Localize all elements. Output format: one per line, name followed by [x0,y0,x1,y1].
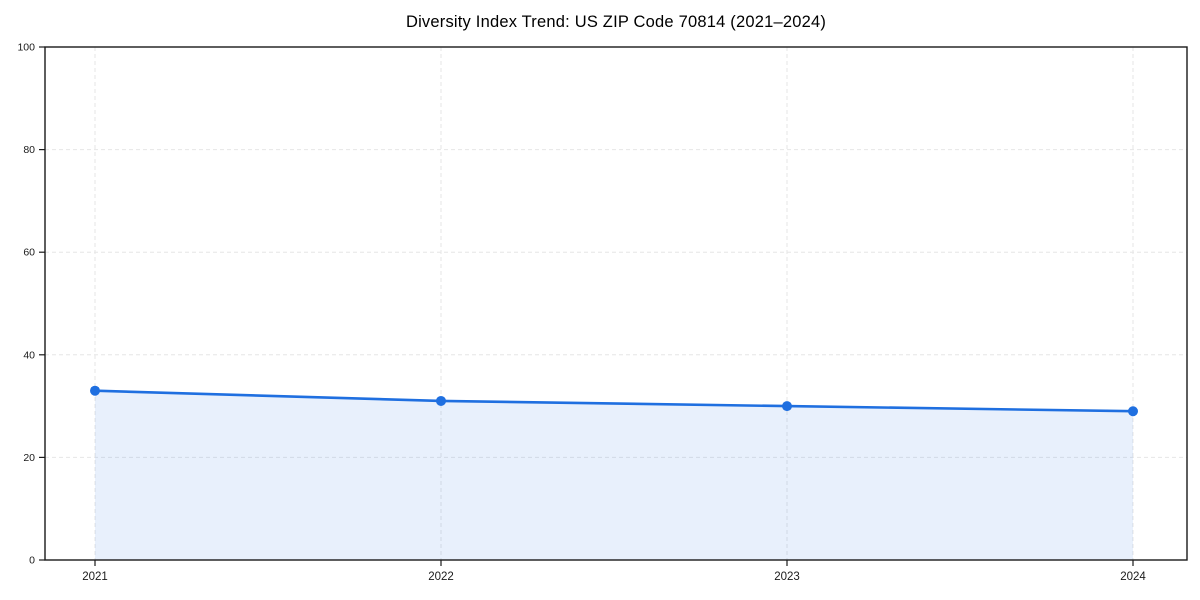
y-tick-label: 100 [17,42,35,54]
data-point-2024 [1128,406,1138,417]
y-tick-label: 20 [23,452,35,464]
plot-border [44,46,1188,561]
data-point-2022 [436,395,446,406]
x-tick-label: 2024 [1120,571,1146,583]
y-tick-label: 60 [23,247,35,259]
data-point-2021 [90,385,100,396]
y-tick-label: 80 [23,144,35,156]
x-tick-label: 2021 [82,571,108,583]
x-tick-label: 2022 [428,571,454,583]
y-tick-label: 0 [29,555,35,567]
x-tick-label: 2023 [774,571,800,583]
area-fill [95,390,1133,560]
data-point-2023 [782,401,792,412]
chart-title: Diversity Index Trend: US ZIP Code 70814… [405,13,827,31]
trend-line [93,389,1135,413]
y-tick-label: 40 [23,349,35,361]
